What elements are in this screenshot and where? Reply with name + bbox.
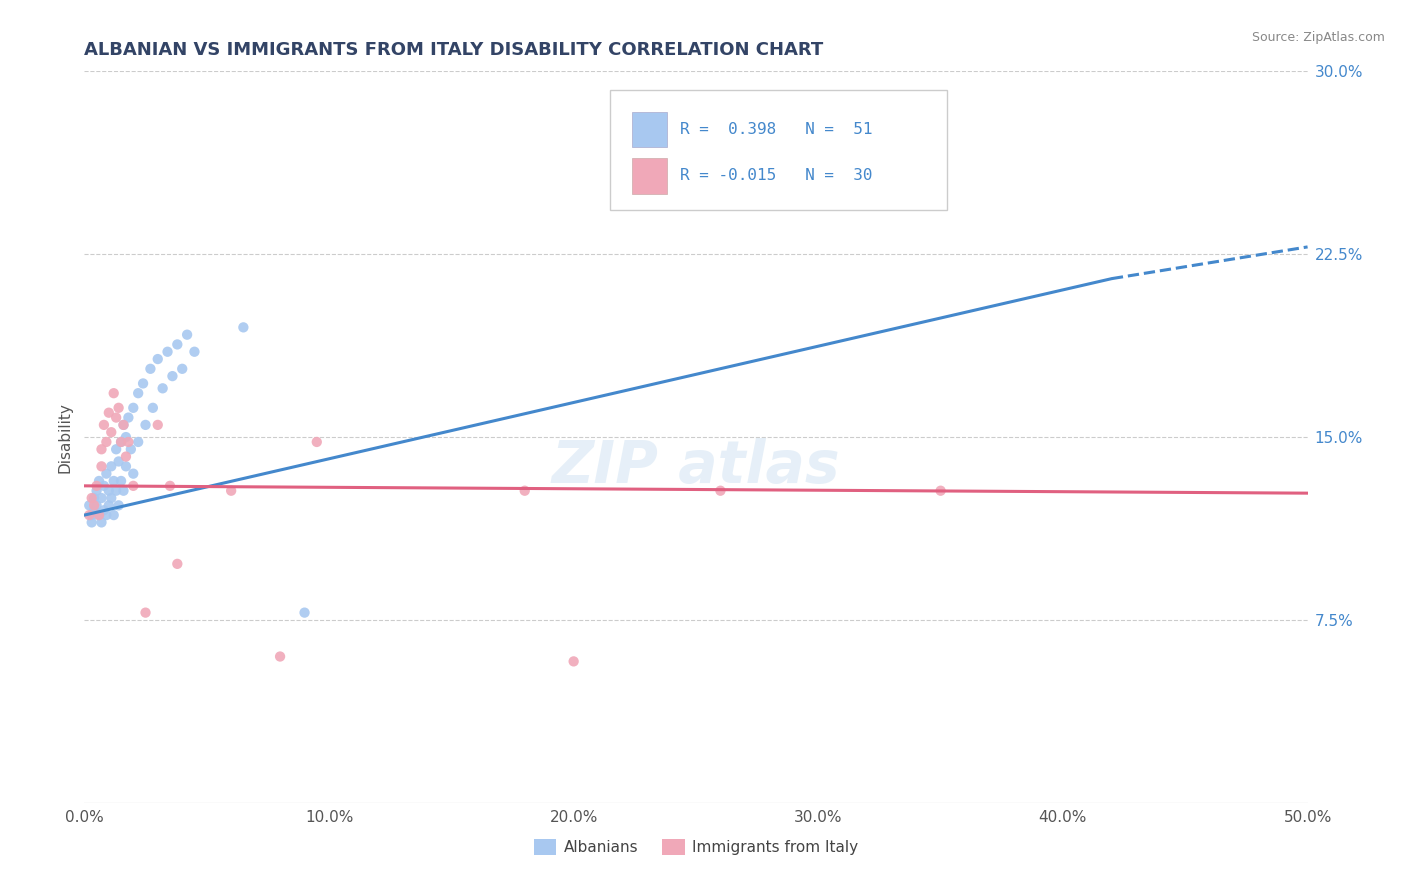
Point (172, 361, 194, 376)
Point (96, 467, 118, 481)
Point (83, 491, 105, 505)
Point (93, 503, 115, 517)
Point (100, 491, 122, 505)
Point (97, 483, 120, 498)
Point (562, 654, 585, 668)
Point (127, 434, 149, 449)
Point (93, 479, 115, 493)
Point (103, 386, 125, 401)
Point (132, 376, 155, 391)
Point (87, 508, 110, 522)
Point (93, 417, 115, 432)
Point (105, 410, 128, 425)
Point (142, 401, 165, 415)
Point (90, 516, 112, 530)
Point (115, 450, 138, 464)
Bar (633, 159, 666, 194)
Point (80, 508, 103, 522)
Point (162, 369, 184, 384)
Point (135, 606, 157, 620)
Point (86, 483, 108, 498)
Point (117, 434, 139, 449)
Legend: Albanians, Immigrants from Italy: Albanians, Immigrants from Italy (527, 833, 865, 861)
Point (87, 508, 110, 522)
Point (115, 459, 138, 474)
Point (80, 516, 103, 530)
Point (86, 479, 108, 493)
Point (112, 417, 135, 432)
Point (176, 327, 198, 342)
Point (127, 386, 149, 401)
Point (305, 434, 328, 449)
Point (122, 401, 145, 415)
Point (87, 474, 110, 488)
Point (929, 483, 952, 498)
Point (105, 442, 128, 457)
Point (97, 406, 120, 420)
Point (86, 499, 108, 513)
Point (90, 459, 112, 474)
Point (77, 508, 100, 522)
FancyBboxPatch shape (610, 90, 946, 211)
Point (96, 508, 118, 522)
Text: R = -0.015   N =  30: R = -0.015 N = 30 (681, 169, 873, 184)
Point (294, 606, 316, 620)
Point (103, 508, 125, 522)
Text: R =  0.398   N =  51: R = 0.398 N = 51 (681, 121, 873, 136)
Point (110, 474, 132, 488)
Point (122, 467, 145, 481)
Point (83, 499, 105, 513)
Point (117, 410, 139, 425)
Point (152, 381, 174, 395)
Point (107, 454, 129, 468)
Point (269, 649, 291, 664)
Point (100, 425, 122, 440)
Y-axis label: Disability: Disability (58, 401, 73, 473)
Point (115, 430, 138, 444)
Point (159, 479, 181, 493)
Point (83, 503, 105, 517)
Point (112, 483, 135, 498)
Bar (633, 112, 666, 146)
Point (139, 361, 162, 376)
Point (219, 483, 242, 498)
Point (107, 499, 129, 513)
Text: ZIP atlas: ZIP atlas (551, 438, 841, 495)
Point (96, 434, 118, 449)
Point (232, 320, 254, 334)
Point (122, 479, 145, 493)
Point (156, 344, 179, 359)
Point (107, 401, 129, 415)
Point (100, 459, 122, 474)
Point (105, 483, 128, 498)
Text: ALBANIAN VS IMMIGRANTS FROM ITALY DISABILITY CORRELATION CHART: ALBANIAN VS IMMIGRANTS FROM ITALY DISABI… (84, 41, 824, 59)
Point (135, 417, 157, 432)
Point (709, 483, 731, 498)
Point (146, 417, 169, 432)
Point (166, 557, 188, 571)
Point (110, 434, 132, 449)
Point (146, 352, 169, 367)
Point (183, 344, 205, 359)
Point (90, 491, 112, 505)
Point (90, 442, 112, 457)
Point (110, 434, 132, 449)
Point (120, 442, 142, 457)
Text: Source: ZipAtlas.com: Source: ZipAtlas.com (1251, 31, 1385, 45)
Point (77, 499, 100, 513)
Point (112, 417, 135, 432)
Point (513, 483, 536, 498)
Point (97, 499, 120, 513)
Point (166, 337, 188, 351)
Point (103, 474, 125, 488)
Point (80, 491, 103, 505)
